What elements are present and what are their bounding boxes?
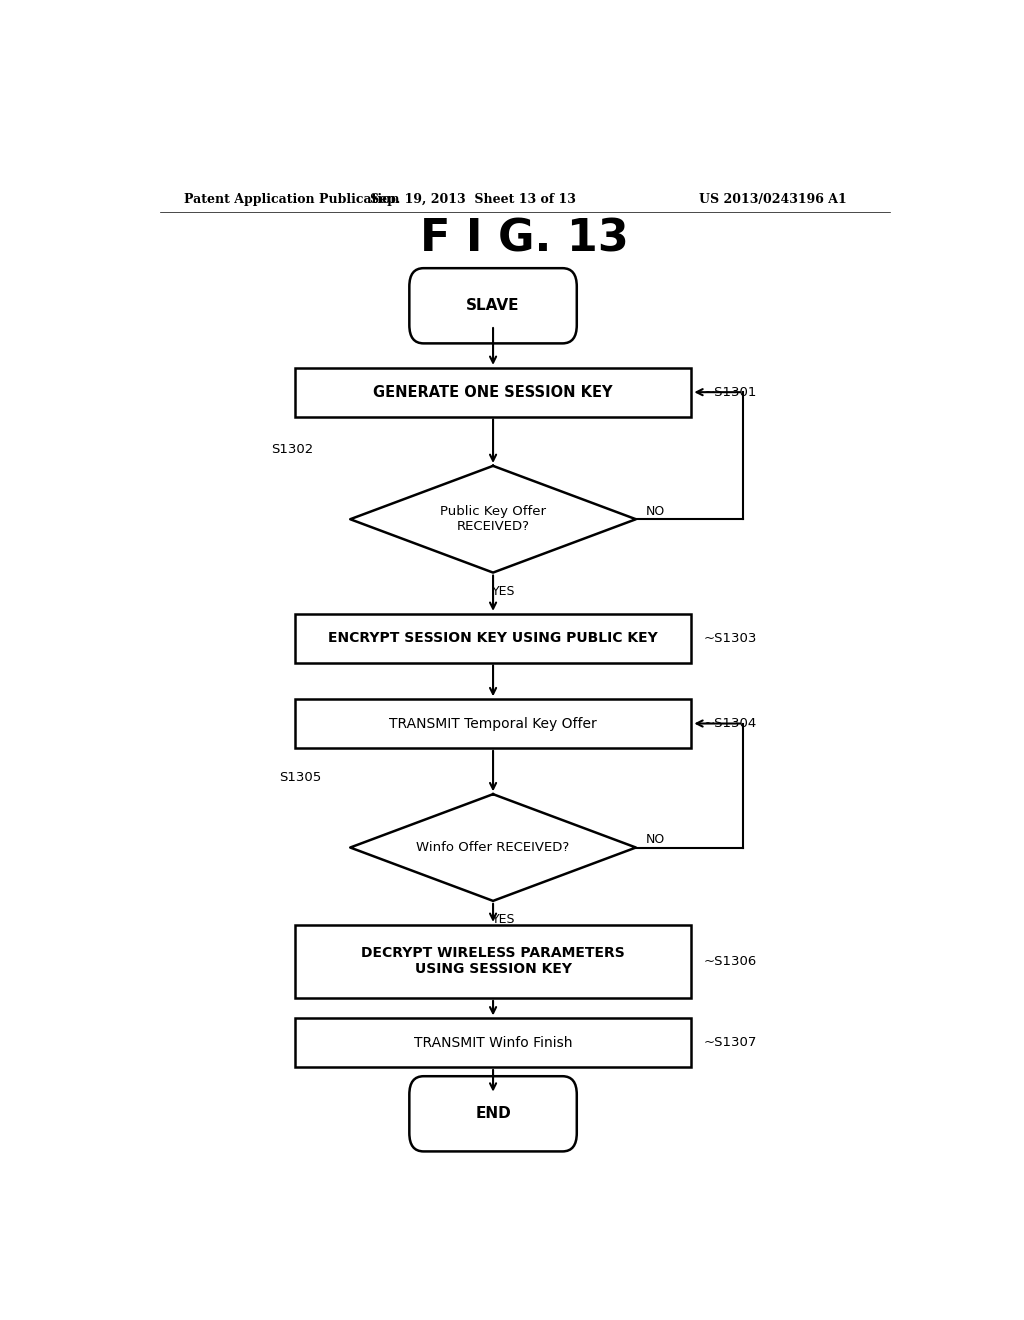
Bar — [295, 925, 691, 998]
Text: ~S1301: ~S1301 — [703, 385, 757, 399]
Polygon shape — [350, 795, 636, 900]
Text: Public Key Offer
RECEIVED?: Public Key Offer RECEIVED? — [440, 506, 546, 533]
Text: SLAVE: SLAVE — [466, 298, 520, 313]
Bar — [295, 1018, 691, 1067]
Text: YES: YES — [492, 913, 515, 927]
FancyBboxPatch shape — [410, 268, 577, 343]
Bar — [295, 614, 691, 663]
Bar — [295, 700, 691, 748]
Text: Patent Application Publication: Patent Application Publication — [183, 193, 399, 206]
Text: ~S1306: ~S1306 — [703, 954, 757, 968]
Text: TRANSMIT Temporal Key Offer: TRANSMIT Temporal Key Offer — [389, 717, 597, 730]
Text: S1305: S1305 — [279, 771, 322, 784]
Text: ~S1303: ~S1303 — [703, 632, 757, 644]
Polygon shape — [350, 466, 636, 573]
Text: YES: YES — [492, 585, 515, 598]
Text: Sep. 19, 2013  Sheet 13 of 13: Sep. 19, 2013 Sheet 13 of 13 — [371, 193, 577, 206]
Text: DECRYPT WIRELESS PARAMETERS
USING SESSION KEY: DECRYPT WIRELESS PARAMETERS USING SESSIO… — [361, 946, 625, 977]
Text: NO: NO — [645, 504, 665, 517]
Text: ~S1304: ~S1304 — [703, 717, 757, 730]
Text: ~S1307: ~S1307 — [703, 1036, 757, 1049]
Text: END: END — [475, 1106, 511, 1121]
Text: NO: NO — [645, 833, 665, 846]
Text: GENERATE ONE SESSION KEY: GENERATE ONE SESSION KEY — [374, 384, 612, 400]
Text: F I G. 13: F I G. 13 — [421, 218, 629, 260]
Text: US 2013/0243196 A1: US 2013/0243196 A1 — [699, 193, 847, 206]
Text: TRANSMIT Winfo Finish: TRANSMIT Winfo Finish — [414, 1036, 572, 1049]
Text: Winfo Offer RECEIVED?: Winfo Offer RECEIVED? — [417, 841, 569, 854]
Text: ENCRYPT SESSION KEY USING PUBLIC KEY: ENCRYPT SESSION KEY USING PUBLIC KEY — [328, 631, 658, 645]
FancyBboxPatch shape — [410, 1076, 577, 1151]
Bar — [295, 368, 691, 417]
Text: S1302: S1302 — [270, 442, 313, 455]
